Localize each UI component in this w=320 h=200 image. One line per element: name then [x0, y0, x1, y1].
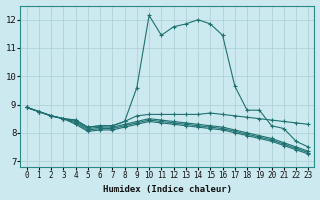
X-axis label: Humidex (Indice chaleur): Humidex (Indice chaleur) [103, 185, 232, 194]
